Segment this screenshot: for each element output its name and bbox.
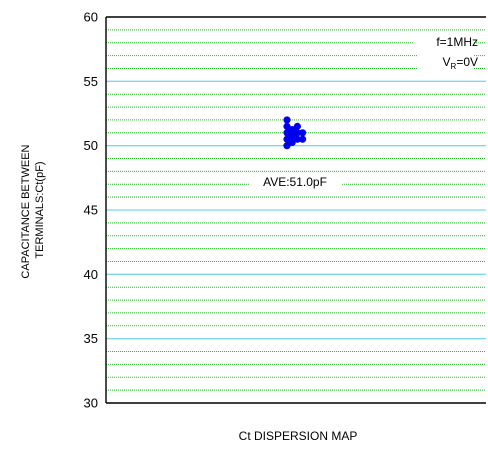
y-axis-label-line-2: TERMINALS:Ct(pF)	[34, 161, 46, 258]
data-point	[288, 138, 296, 147]
y-tick-label: 35	[84, 331, 98, 346]
y-axis-label-line-1: CAPACITANCE BETWEEN	[20, 144, 32, 278]
data-point	[288, 132, 296, 140]
y-tick-label: 55	[84, 74, 98, 89]
data-point	[293, 135, 301, 143]
vr-label-main: V	[443, 55, 451, 69]
average-label: AVE:51.0pF	[263, 175, 327, 189]
average-label-bg	[249, 173, 341, 189]
vr-label-subscript: R	[451, 62, 457, 71]
data-point	[283, 116, 291, 124]
data-point	[283, 142, 291, 150]
y-tick-label: 50	[84, 138, 98, 153]
vr-label: VR=0V	[443, 55, 478, 71]
vr-label-bg	[418, 52, 474, 70]
data-point	[288, 125, 296, 134]
y-tick-label: 40	[84, 267, 98, 282]
data-point	[293, 122, 301, 130]
y-tick-label: 60	[84, 10, 98, 25]
vr-label-value: =0V	[456, 55, 478, 69]
data-point	[283, 122, 291, 130]
grid-lines	[105, 16, 486, 404]
data-point	[299, 129, 307, 137]
data-points	[283, 116, 307, 150]
y-tick-label: 45	[84, 203, 98, 218]
y-axis-label: CAPACITANCE BETWEEN TERMINALS:Ct(pF)	[20, 141, 46, 278]
x-axis-label: Ct DISPERSION MAP	[239, 429, 358, 443]
y-tick-labels: 60 55 50 45 40 35 30	[84, 10, 98, 411]
data-point	[293, 129, 301, 137]
y-tick-label: 30	[84, 396, 98, 411]
data-point	[299, 135, 307, 143]
freq-label: f=1MHz	[436, 35, 478, 49]
freq-label-bg	[414, 33, 474, 50]
data-point	[283, 135, 291, 143]
data-point	[283, 129, 291, 137]
annotations: f=1MHz VR=0V AVE:51.0pF	[249, 33, 478, 189]
